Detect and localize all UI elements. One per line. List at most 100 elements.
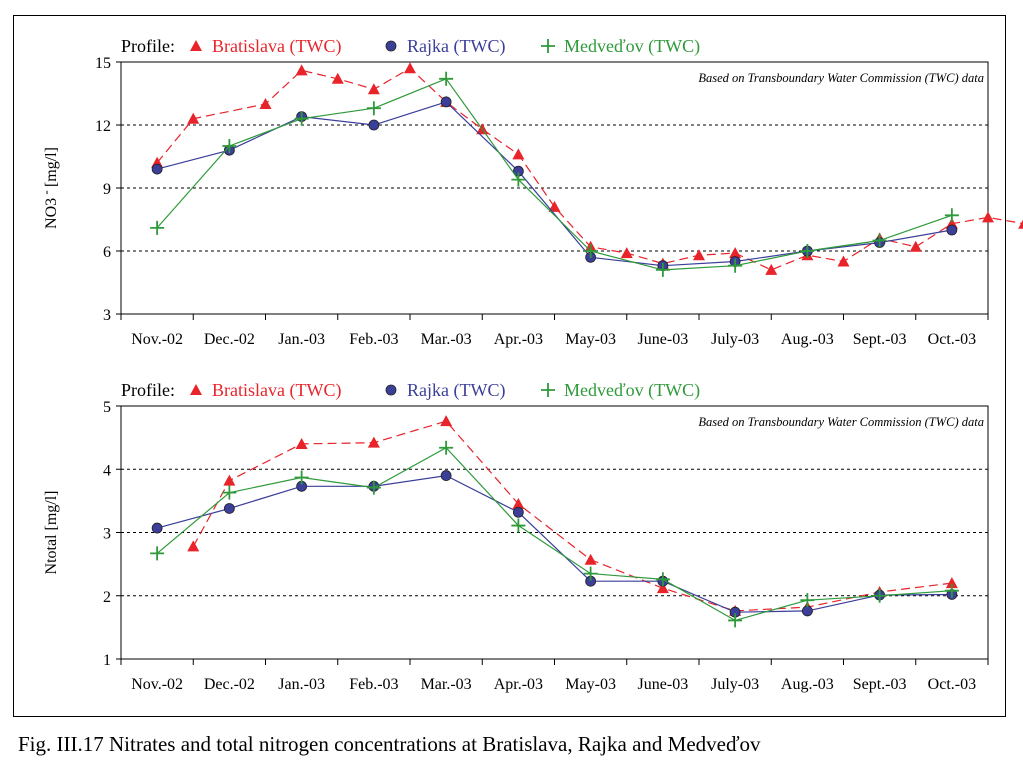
chart0-ytick-label: 15 xyxy=(95,55,111,72)
chart1-triangle-marker xyxy=(440,415,453,427)
chart0-legend-bratislava: Bratislava (TWC) xyxy=(212,36,341,57)
chart0-triangle-marker xyxy=(1018,219,1023,229)
chart0-ytick-label: 12 xyxy=(95,118,111,135)
chart0-plus-marker xyxy=(366,101,381,116)
chart0-xtick-label: Mar.-03 xyxy=(421,331,472,348)
chart1-xtick-label: June-03 xyxy=(638,676,689,693)
chart0-xtick-label: Oct.-03 xyxy=(928,331,976,348)
chart0-plus-marker xyxy=(150,220,165,235)
chart1-circle-marker xyxy=(801,605,813,617)
chart1-plus-marker xyxy=(583,566,598,581)
chart1-triangle-marker xyxy=(223,474,236,486)
chart0-ytick-label: 6 xyxy=(103,244,111,261)
chart1-group: 1 2 3 4 5 Nov.-02 Dec.-02 Jan.-03 Feb.-03 Mar.-03… xyxy=(43,380,989,693)
chart1-triangle-marker xyxy=(295,437,308,449)
chart1-xtick-label: Oct.-03 xyxy=(928,676,976,693)
chart1-plus-marker xyxy=(728,613,743,628)
chart0-xtick-label: Sept.-03 xyxy=(853,331,907,348)
figure-frame xyxy=(13,15,1006,717)
chart1-y-axis-label: Ntotal [mg/l] xyxy=(43,491,60,575)
chart1-plus-marker xyxy=(222,485,237,500)
chart0-triangle-marker xyxy=(259,98,272,109)
chart1-xtick-label: Dec.-02 xyxy=(204,676,255,693)
chart1-xtick-label: July-03 xyxy=(711,676,759,693)
chart0-ylabel-base: NO3 xyxy=(43,198,60,229)
chart0-xtick-label: Nov.-02 xyxy=(131,331,183,348)
chart0-plus-marker xyxy=(222,139,237,153)
chart1-triangle-marker xyxy=(656,582,669,594)
chart1-legend-rajka: Rajka (TWC) xyxy=(407,380,505,401)
chart1-xtick-label: Nov.-02 xyxy=(131,676,183,693)
chart1-plus-marker xyxy=(439,440,454,455)
chart0-plus-marker xyxy=(294,111,309,126)
chart1-xtick-label: Mar.-03 xyxy=(421,676,472,693)
chart1-medvedov-line xyxy=(156,446,952,622)
chart0-y-axis-label: NO3 - [mg/l] xyxy=(38,147,60,229)
chart1-xtick-label: May-03 xyxy=(565,676,616,693)
chart1-ytick-label: 4 xyxy=(103,462,111,479)
chart1-plus-marker xyxy=(800,593,815,608)
chart0-xtick-label: Aug.-03 xyxy=(781,331,834,348)
chart0-xtick-label: July-03 xyxy=(711,331,759,348)
chart1-triangle-marker xyxy=(584,553,597,565)
chart0-triangle-marker xyxy=(909,240,922,252)
chart0-triangle-marker xyxy=(367,83,380,95)
chart0-xtick-label: Dec.-02 xyxy=(204,331,255,348)
chart0-circle-marker xyxy=(385,40,397,52)
chart0-plus-marker xyxy=(728,258,743,273)
chart0-triangle-marker xyxy=(729,247,742,259)
chart0-plus-marker xyxy=(541,39,555,53)
chart1-triangle-marker xyxy=(367,436,380,448)
chart0-plus-marker xyxy=(583,244,598,258)
chart0-plus-marker xyxy=(872,233,887,248)
chart0-plus-marker xyxy=(511,172,526,187)
chart1-circle-marker xyxy=(223,503,235,514)
chart0-triangle-marker xyxy=(512,148,525,160)
chart1-plus-marker xyxy=(511,518,526,533)
chart0-triangle-marker xyxy=(620,247,633,259)
chart1-plus-marker xyxy=(872,588,887,603)
chart1-plus-marker xyxy=(294,470,309,485)
chart1-triangle-marker xyxy=(187,540,200,552)
chart0-medvedov-line xyxy=(156,78,953,271)
chart0-xtick-label: May-03 xyxy=(565,331,616,348)
chart1-plus-marker xyxy=(944,583,959,598)
chart0-xtick-label: Jan.-03 xyxy=(278,331,325,348)
chart0-circle-marker xyxy=(368,119,380,131)
chart0-triangle-marker xyxy=(982,211,994,223)
chart1-ytick-label: 2 xyxy=(103,589,111,606)
chart0-triangle-marker xyxy=(765,263,778,275)
chart1-plus-marker xyxy=(655,572,670,587)
chart0-triangle-marker xyxy=(190,40,202,51)
chart1-legend-medvedov: Medveďov (TWC) xyxy=(564,380,700,401)
chart1-xtick-label: Apr.-03 xyxy=(494,676,543,693)
chart0-legend-rajka: Rajka (TWC) xyxy=(407,36,505,57)
chart0-triangle-marker xyxy=(331,72,344,84)
chart0-legend-prefix: Profile: xyxy=(121,36,175,56)
chart0-plus-marker xyxy=(439,71,454,86)
chart0-plus-marker xyxy=(944,208,959,223)
chart0-triangle-marker xyxy=(404,62,416,74)
chart1-xtick-label: Jan.-03 xyxy=(278,676,325,693)
chart1-circle-marker xyxy=(440,470,452,481)
chart1-triangle-marker xyxy=(512,498,525,510)
chart1-ytick-label: 5 xyxy=(103,399,111,416)
chart0-legend: Profile: Bratislava (TWC) Rajka (TWC) Medve… xyxy=(121,36,700,57)
chart0-triangle-marker xyxy=(693,249,705,261)
chart1-xtick-label: Aug.-03 xyxy=(781,676,834,693)
chart1-legend-prefix: Profile: xyxy=(121,380,175,400)
chart1-triangle-marker xyxy=(190,384,202,395)
chart1-plus-marker xyxy=(150,546,165,561)
chart0-circle-marker xyxy=(946,224,958,236)
chart0-group: 3 6 9 12 15 Nov.-02 Dec.-02 Jan.-03 Feb.-03 Mar.-… xyxy=(38,36,1023,348)
chart1-ytick-label: 3 xyxy=(103,526,111,543)
chart0-legend-medvedov: Medveďov (TWC) xyxy=(564,36,700,57)
chart0-triangle-marker xyxy=(837,255,850,267)
chart1-plus-marker xyxy=(541,383,555,397)
chart1-triangle-marker xyxy=(945,577,958,589)
chart0-triangle-marker xyxy=(548,200,561,212)
chart1-legend-bratislava: Bratislava (TWC) xyxy=(212,380,341,401)
chart1-circle-marker xyxy=(512,506,524,518)
chart1-ytick-label: 1 xyxy=(103,652,111,669)
chart1-xtick-label: Sept.-03 xyxy=(853,676,907,693)
